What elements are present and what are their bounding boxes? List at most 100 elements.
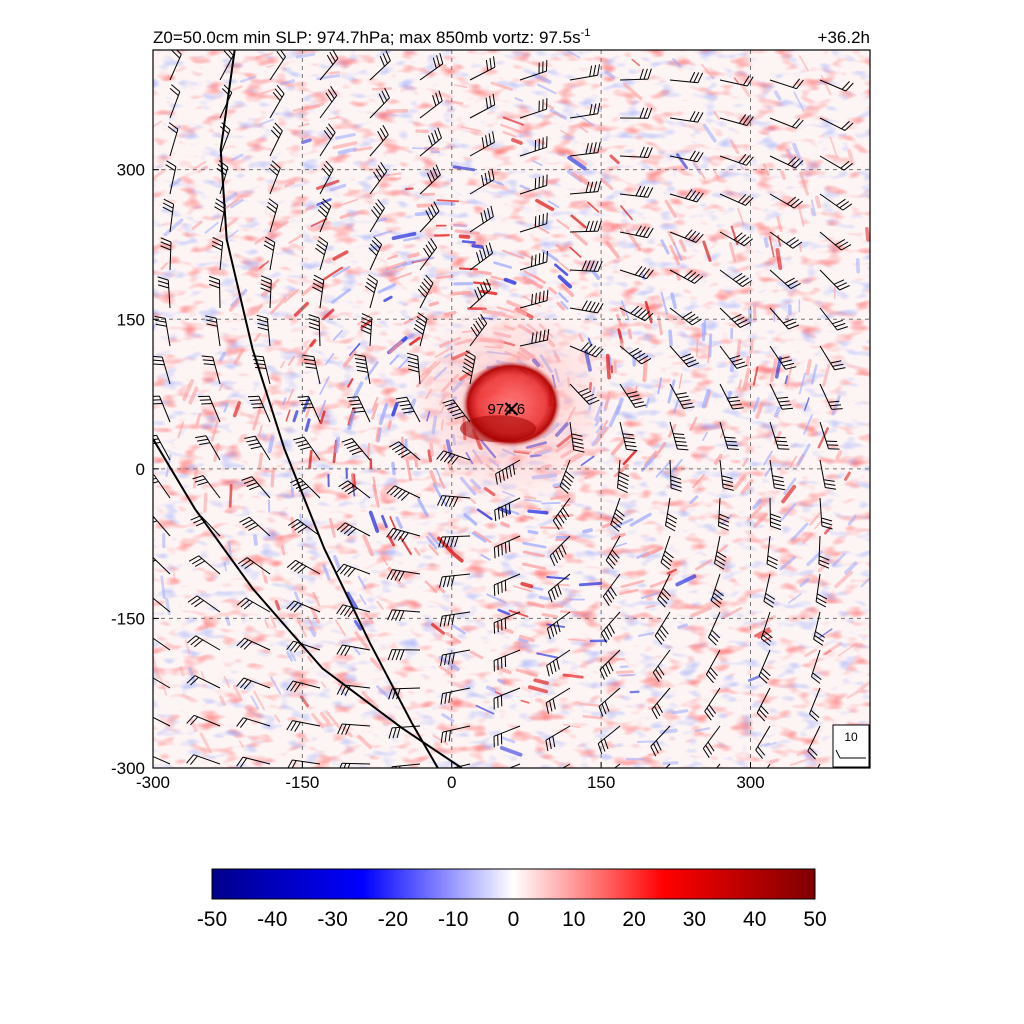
rainband-streak [532, 160, 543, 167]
rainband-streak [450, 290, 472, 296]
rainband-streak [789, 758, 809, 767]
rainband-streak [304, 418, 311, 432]
rainband-streak [763, 237, 769, 248]
rainband-streak [473, 530, 492, 544]
wind-barb [718, 497, 730, 531]
rainband-streak [855, 257, 861, 274]
rainband-streak [735, 339, 742, 363]
rainband-streak [622, 449, 637, 466]
rainband-streak [520, 581, 534, 589]
rainband-streak [347, 399, 353, 409]
rainband-streak [292, 410, 299, 423]
wind-barb [819, 193, 853, 211]
rainband-streak [312, 592, 321, 607]
wind-barb [519, 98, 548, 119]
rainband-streak [783, 477, 797, 495]
wind-barb [469, 205, 494, 233]
wind-barb [286, 600, 321, 613]
wind-barb [549, 535, 571, 566]
wind-barb [153, 515, 171, 537]
rainband-streak [159, 677, 168, 696]
wind-barb [157, 276, 171, 309]
rainband-streak [441, 713, 455, 723]
rainband-streak [309, 606, 321, 624]
wind-barb [440, 687, 471, 705]
rainband-streak [401, 260, 415, 267]
wind-barb [395, 396, 421, 423]
wind-barb [493, 687, 521, 710]
rainband-streak [536, 652, 559, 659]
rainband-streak [600, 178, 614, 191]
wind-barb [369, 124, 389, 157]
wind-barb [419, 164, 441, 195]
wind-barb [186, 754, 221, 765]
wind-barb [569, 260, 603, 272]
wind-barb [763, 573, 776, 608]
rainband-streak [556, 583, 570, 587]
rainband-streak [541, 612, 558, 619]
wind-barb [187, 635, 221, 651]
wind-barb [319, 123, 336, 157]
rainband-streak [266, 64, 275, 68]
rainband-streak [672, 57, 682, 68]
rainband-streak [555, 243, 564, 251]
rainband-streak [531, 586, 544, 591]
rainband-streak [399, 535, 412, 556]
rainband-streak [257, 452, 264, 470]
wind-barb [669, 189, 704, 203]
wind-barb [244, 435, 271, 461]
wind-barb [165, 160, 177, 195]
rainband-streak [432, 734, 449, 746]
rainband-streak [560, 610, 584, 614]
rainband-streak [553, 263, 569, 277]
rainband-streak [438, 665, 452, 675]
rainband-streak [182, 378, 195, 401]
rainband-streak [769, 758, 780, 764]
rainband-streak [558, 292, 569, 303]
wind-barb [386, 569, 421, 582]
rainband-streak [471, 244, 484, 249]
rainband-streak [798, 372, 807, 395]
wind-barb [154, 315, 171, 347]
rainband-streak [436, 584, 446, 594]
rainband-streak [445, 631, 462, 644]
wind-barb [247, 395, 271, 423]
rainband-streak [762, 163, 770, 176]
wind-barb [669, 345, 700, 368]
wind-barb [807, 725, 821, 760]
rainband-streak [335, 133, 356, 140]
rainband-streak [713, 453, 723, 465]
rainband-streak [332, 250, 349, 261]
rainband-streak [227, 541, 232, 558]
rainband-streak [605, 240, 620, 259]
wind-barb [669, 421, 689, 451]
rainband-streak [282, 397, 287, 406]
rainband-streak [557, 274, 573, 289]
rainband-streak [293, 301, 309, 317]
wind-barb [198, 395, 221, 423]
rainband-streak [319, 410, 326, 425]
colorbar: -50 -40 -30 -20 -10 0 10 20 30 40 50 [197, 868, 827, 931]
rainband-streak [499, 745, 523, 757]
rainband-streak [779, 503, 797, 522]
rainband-streak [757, 629, 772, 639]
wind-barb [619, 107, 653, 119]
rainband-streak [776, 216, 783, 233]
rainband-streak [781, 484, 797, 504]
wind-barb [708, 611, 721, 646]
rainband-streak [342, 350, 357, 368]
rainband-streak [657, 377, 663, 395]
rainband-streak [283, 288, 300, 304]
wind-barb [336, 522, 371, 537]
rainband-streak [270, 467, 275, 488]
rainband-streak [252, 407, 262, 431]
wind-barb [651, 687, 671, 720]
wind-barb [494, 497, 521, 522]
wind-barb [769, 497, 782, 531]
wind-barb [719, 193, 754, 206]
rainband-streak [483, 177, 503, 185]
wind-barb [552, 497, 571, 530]
wind-barb [236, 756, 271, 768]
rainband-streak [325, 352, 335, 366]
